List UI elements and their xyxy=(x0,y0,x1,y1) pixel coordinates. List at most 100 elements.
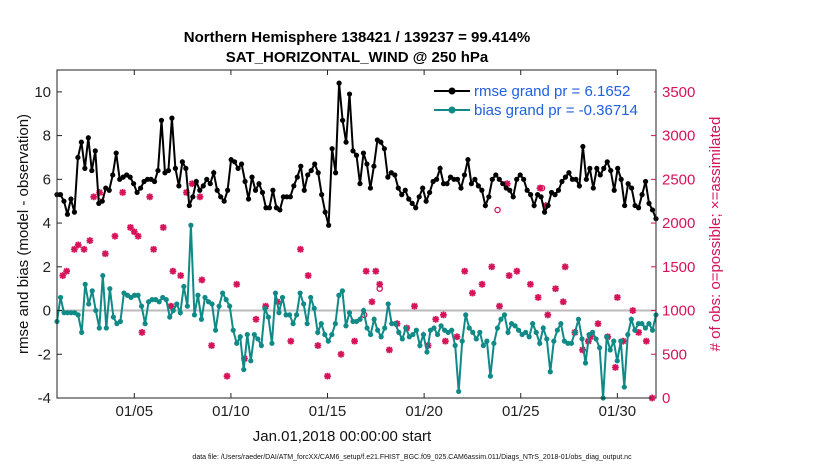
series-point-bias xyxy=(593,336,599,342)
series-point-rmse xyxy=(85,135,91,141)
obs-assimilated-marker xyxy=(385,346,393,354)
series-point-rmse xyxy=(378,139,384,145)
obs-assimilated-marker xyxy=(432,315,440,323)
series-point-rmse xyxy=(277,207,283,213)
series-point-rmse xyxy=(385,174,391,180)
series-point-rmse xyxy=(590,185,596,191)
series-point-bias xyxy=(364,325,370,331)
series-point-bias xyxy=(237,334,243,340)
series-point-bias xyxy=(533,329,539,335)
obs-assimilated-marker xyxy=(101,250,109,258)
series-point-rmse xyxy=(371,163,377,169)
series-point-bias xyxy=(438,323,444,329)
series-point-bias xyxy=(420,331,427,338)
series-point-rmse xyxy=(559,178,565,185)
series-point-bias xyxy=(223,297,229,303)
y-tick-label: 0 xyxy=(43,303,51,320)
series-point-bias xyxy=(466,325,472,331)
obs-assimilated-marker xyxy=(304,272,312,279)
series-point-rmse xyxy=(618,176,624,182)
series-point-rmse xyxy=(420,185,426,191)
series-point-bias xyxy=(385,301,391,307)
series-point-bias xyxy=(473,336,479,342)
obs-assimilated-marker xyxy=(169,267,177,275)
series-point-rmse xyxy=(339,117,346,123)
series-point-bias xyxy=(89,288,95,294)
series-point-bias xyxy=(343,323,349,329)
series-point-bias xyxy=(618,338,624,344)
series-point-rmse xyxy=(343,139,349,145)
series-point-bias xyxy=(93,307,99,314)
series-point-rmse xyxy=(649,207,656,213)
series-point-rmse xyxy=(242,178,248,185)
obs-assimilated-marker xyxy=(119,189,127,196)
series-point-bias xyxy=(156,299,162,305)
obs-possible-marker xyxy=(494,206,501,214)
series-point-rmse xyxy=(169,115,175,121)
obs-assimilated-marker xyxy=(252,315,260,323)
series-point-bias xyxy=(332,321,338,327)
series-point-bias xyxy=(494,325,501,331)
series-point-rmse xyxy=(635,205,642,211)
series-point-rmse xyxy=(357,181,363,187)
series-point-bias xyxy=(135,292,141,298)
series-point-rmse xyxy=(190,194,196,200)
obs-assimilated-marker xyxy=(629,307,637,314)
obs-assimilated-marker xyxy=(233,280,241,288)
series-point-bias xyxy=(304,321,310,327)
series-point-rmse xyxy=(158,117,165,123)
series-point-rmse xyxy=(266,205,273,211)
legend-bias-marker xyxy=(448,106,456,114)
obs-assimilated-marker xyxy=(90,193,98,201)
series-point-rmse xyxy=(165,167,172,174)
series-point-bias xyxy=(177,310,183,316)
series-point-bias xyxy=(329,331,335,338)
series-point-rmse xyxy=(510,194,516,200)
series-point-rmse xyxy=(580,143,586,150)
series-point-rmse xyxy=(110,172,116,178)
x-tick-label: 01/10 xyxy=(212,403,250,420)
series-point-rmse xyxy=(500,181,506,187)
series-point-rmse xyxy=(409,200,415,206)
y-tick-label: 8 xyxy=(43,128,51,145)
series-point-rmse xyxy=(601,165,607,171)
obs-possible-marker xyxy=(376,285,383,292)
obs-assimilated-marker xyxy=(351,337,358,345)
series-point-rmse xyxy=(521,176,527,182)
y-tick-label-right: 2000 xyxy=(662,215,695,232)
series-point-rmse xyxy=(555,187,562,193)
series-point-bias xyxy=(276,310,282,316)
axis-ticks: 01/05 01/10 01/15 01/20 01/25 01/30 -4 -2 0 2 4 6 8 1… xyxy=(34,70,695,420)
legend: rmse grand pr = 6.1652 bias grand pr = -… xyxy=(428,78,654,120)
x-axis-label: Jan.01,2018 00:00:00 start xyxy=(253,428,432,445)
y-tick-label: -2 xyxy=(38,346,51,363)
obs-assimilated-marker xyxy=(552,285,559,293)
obs-assimilated-marker xyxy=(527,280,534,288)
x-tick-label: 01/15 xyxy=(309,403,347,420)
y-tick-label: 10 xyxy=(34,84,51,101)
series-point-bias xyxy=(417,342,423,349)
series-point-rmse xyxy=(131,181,137,187)
series-point-rmse xyxy=(399,192,405,198)
series-point-rmse xyxy=(312,161,318,167)
series-point-bias xyxy=(515,327,522,333)
obs-assimilated-marker xyxy=(167,302,175,310)
series-point-bias xyxy=(484,338,490,344)
series-point-bias xyxy=(75,312,81,318)
series-point-rmse xyxy=(204,176,210,182)
obs-assimilated-marker xyxy=(440,311,447,319)
plot-frame xyxy=(56,69,657,399)
series-point-rmse xyxy=(183,165,189,171)
series-point-rmse xyxy=(604,159,610,165)
series-point-rmse xyxy=(218,194,224,200)
series-point-rmse xyxy=(232,159,238,165)
series-point-rmse xyxy=(423,198,429,204)
series-point-bias xyxy=(530,321,536,327)
obs-assimilated-marker xyxy=(188,180,196,188)
obs-assimilated-marker xyxy=(362,267,370,275)
series-point-rmse xyxy=(238,161,245,167)
legend-bias-label: bias grand pr = -0.36714 xyxy=(474,102,638,119)
series-point-rmse xyxy=(127,174,133,180)
series-point-rmse xyxy=(531,202,537,209)
series-point-rmse xyxy=(353,152,360,158)
